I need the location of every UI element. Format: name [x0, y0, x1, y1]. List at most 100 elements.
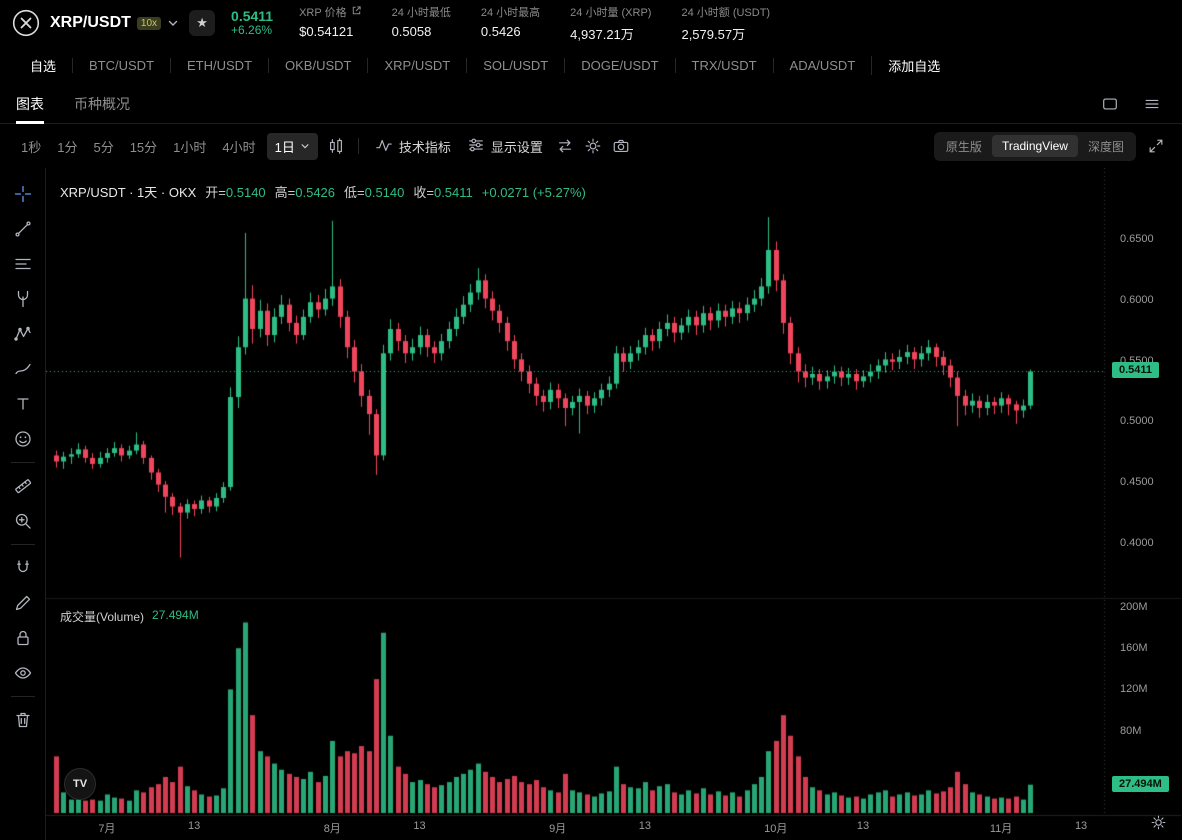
pair-tab[interactable]: SOL/USDT: [466, 57, 564, 73]
legend-symbol: XRP/USDT · 1天 · OKX: [60, 185, 197, 200]
chart-main: XRP/USDT · 1天 · OKX 开=0.5140 高=0.5426 低=…: [0, 168, 1182, 840]
indicators-button[interactable]: 技术指标: [367, 132, 459, 161]
pair-chevron-down-icon[interactable]: [167, 17, 179, 29]
interval-chevron-down-icon: [300, 139, 310, 154]
layout-square-icon[interactable]: [1096, 90, 1124, 118]
view-tab[interactable]: 币种概况: [74, 95, 130, 112]
pitchfork-tool-icon[interactable]: [7, 283, 39, 315]
interval-button[interactable]: 1小时: [173, 139, 207, 155]
interval-button[interactable]: 5分: [93, 139, 114, 155]
pair-tab[interactable]: BTC/USDT: [72, 57, 170, 73]
time-axis-label: 13: [856, 820, 870, 832]
tools-separator: [10, 462, 35, 463]
pair-tab[interactable]: TRX/USDT: [674, 57, 773, 73]
header-stat-value: $0.54121: [299, 23, 354, 39]
ruler-tool-icon[interactable]: [7, 470, 39, 502]
time-axis-label: 13: [413, 820, 426, 832]
price-axis-label: 0.4000: [1120, 537, 1154, 549]
tradingview-logo[interactable]: TV: [64, 768, 96, 800]
trash-remove-tool-icon[interactable]: [7, 704, 39, 736]
pair-tab[interactable]: 自选: [30, 58, 57, 74]
legend-low-value: 0.5140: [364, 185, 405, 200]
header-stat-value: 2,579.57万: [681, 26, 746, 42]
chart-mode-switch: 原生版 TradingView 深度图: [933, 131, 1136, 161]
trendline-tool-icon[interactable]: [7, 213, 39, 245]
pair-tab[interactable]: 添加自选: [871, 55, 956, 75]
pair-tab[interactable]: ADA/USDT: [772, 57, 872, 73]
zoom-in-tool-icon[interactable]: [7, 505, 39, 537]
swap-arrows-icon[interactable]: [551, 132, 579, 160]
view-tabs: 图表 币种概况: [16, 84, 130, 124]
volume-legend: 成交量(Volume) 27.494M: [60, 608, 199, 625]
header-stat-label: XRP 价格: [299, 4, 361, 20]
tools-separator: [10, 696, 35, 697]
list-menu-icon[interactable]: [1138, 90, 1166, 118]
display-settings-label: 显示设置: [490, 139, 543, 155]
interval-button[interactable]: 4小时: [222, 139, 256, 155]
header-stat-value: 0.5426: [480, 23, 521, 39]
chart-region[interactable]: XRP/USDT · 1天 · OKX 开=0.5140 高=0.5426 低=…: [46, 168, 1181, 840]
last-price: 0.5411: [231, 8, 274, 25]
crosshair-tool-icon[interactable]: [7, 178, 39, 210]
legend-high-value: 0.5426: [295, 185, 336, 200]
tradingview-logo-text: TV: [72, 778, 88, 790]
favorite-star-button[interactable]: ★: [189, 10, 216, 36]
last-price-tag: 0.5411: [1112, 362, 1160, 379]
magnet-tool-icon[interactable]: [7, 552, 39, 584]
external-link-icon[interactable]: [351, 5, 362, 18]
pair-tab[interactable]: ETH/USDT: [170, 57, 268, 73]
active-interval-button[interactable]: 1日: [266, 132, 318, 160]
legend-low-label: 低=: [344, 185, 365, 200]
axis-settings-gear-icon[interactable]: [1150, 814, 1167, 836]
pair-tab[interactable]: DOGE/USDT: [564, 57, 674, 73]
chart-mode-button[interactable]: 原生版: [945, 139, 982, 154]
brush-tool-icon[interactable]: [7, 353, 39, 385]
legend-close-label: 收=: [413, 185, 434, 200]
toolbar-divider: [357, 138, 359, 154]
price-axis-label: 0.5000: [1120, 415, 1154, 428]
header-stat-label: 24 小时最低: [391, 6, 451, 19]
interval-buttons: 1秒 1分 5分 15分 1小时 4小时: [14, 133, 263, 160]
pencil-edit-tool-icon[interactable]: [7, 587, 39, 619]
header-stat-value: 4,937.21万: [570, 26, 634, 42]
header-stat: 24 小时额 (USDT) 2,579.57万: [681, 4, 770, 43]
candle-style-icon[interactable]: [322, 132, 350, 160]
view-tab[interactable]: 图表: [16, 84, 44, 124]
top-header: XRP/USDT 10x ★ 0.5411 +6.26% XRP 价格 $0.5…: [0, 0, 1182, 46]
star-icon: ★: [196, 15, 208, 30]
fib-lines-tool-icon[interactable]: [7, 248, 39, 280]
legend-open-value: 0.5140: [225, 185, 266, 200]
sliders-icon: [467, 136, 485, 157]
fullscreen-expand-icon[interactable]: [1142, 132, 1170, 160]
time-axis-label: 9月: [549, 823, 567, 835]
chart-mode-button[interactable]: TradingView: [991, 135, 1078, 157]
header-stat: XRP 价格 $0.54121: [299, 4, 361, 43]
header-stat: 24 小时最低 0.5058: [392, 4, 451, 43]
eye-visibility-tool-icon[interactable]: [7, 657, 39, 689]
lock-tool-icon[interactable]: [7, 622, 39, 654]
volume-axis-label: 200M: [1120, 601, 1148, 613]
interval-button[interactable]: 15分: [129, 139, 158, 155]
screenshot-camera-icon[interactable]: [607, 132, 635, 160]
volume-value: 27.494M: [152, 608, 199, 622]
header-stat-label: 24 小时最高: [480, 6, 541, 19]
indicators-label: 技术指标: [398, 139, 451, 155]
pattern-tool-icon[interactable]: [7, 318, 39, 350]
pair-tab[interactable]: XRP/USDT: [367, 57, 466, 73]
price-axis-label: 0.6000: [1120, 293, 1154, 306]
legend-high-label: 高=: [274, 185, 296, 200]
pair-selector[interactable]: XRP/USDT 10x: [50, 14, 179, 32]
settings-gear-icon[interactable]: [579, 132, 607, 160]
pair-tab[interactable]: OKB/USDT: [268, 57, 367, 73]
header-stat: 24 小时最高 0.5426: [481, 4, 540, 43]
candlestick-chart-canvas[interactable]: [46, 168, 1181, 840]
chart-mode-button[interactable]: 深度图: [1087, 139, 1124, 154]
display-settings-button[interactable]: 显示设置: [459, 132, 551, 161]
chart-legend: XRP/USDT · 1天 · OKX 开=0.5140 高=0.5426 低=…: [60, 182, 586, 201]
text-tool-icon[interactable]: [7, 388, 39, 420]
interval-button[interactable]: 1分: [57, 139, 78, 155]
emoji-tool-icon[interactable]: [7, 423, 39, 455]
interval-button[interactable]: 1秒: [21, 139, 42, 155]
okx-logo-icon[interactable]: [12, 9, 40, 37]
